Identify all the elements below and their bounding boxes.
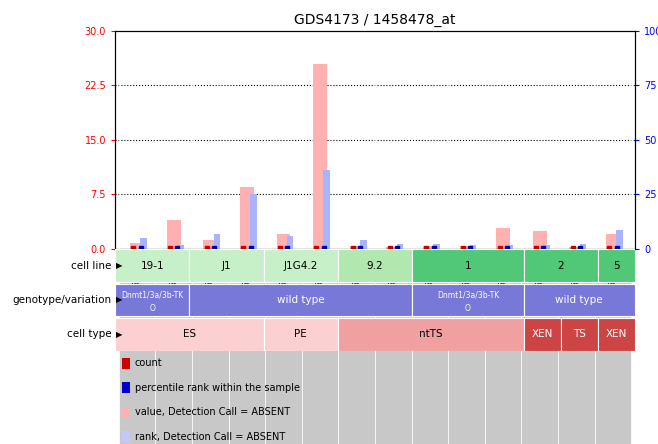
Text: count: count [135, 358, 163, 369]
Bar [460, 246, 474, 249]
Text: XEN: XEN [606, 329, 627, 339]
Bar [569, 247, 584, 249]
Text: PE: PE [294, 329, 307, 339]
Bar [543, 246, 549, 249]
Bar [386, 247, 400, 249]
Bar [190, 250, 264, 282]
Bar [375, 249, 412, 444]
Bar [606, 234, 620, 249]
Bar [140, 238, 147, 249]
Bar [412, 250, 524, 282]
Bar [115, 284, 190, 316]
Bar [338, 249, 375, 444]
Text: 1: 1 [465, 261, 471, 271]
Bar [265, 249, 302, 444]
Text: O: O [149, 304, 155, 313]
Bar [276, 234, 290, 249]
Bar [598, 318, 635, 350]
Text: 5: 5 [613, 261, 620, 271]
Bar [533, 230, 547, 249]
Text: J1G4.2: J1G4.2 [284, 261, 318, 271]
Bar [302, 249, 338, 444]
Text: XEN: XEN [532, 329, 553, 339]
Bar [166, 220, 181, 249]
Bar [412, 284, 524, 316]
Bar [313, 64, 327, 249]
Text: wild type: wild type [277, 295, 324, 305]
Bar [130, 243, 144, 249]
Bar [524, 250, 598, 282]
Text: ▶: ▶ [116, 261, 123, 270]
Bar [507, 246, 513, 249]
Bar [524, 284, 635, 316]
Text: rank, Detection Call = ABSENT: rank, Detection Call = ABSENT [135, 432, 285, 442]
Bar [240, 187, 254, 249]
Bar [190, 284, 412, 316]
Text: cell line: cell line [72, 261, 112, 271]
Title: GDS4173 / 1458478_at: GDS4173 / 1458478_at [294, 13, 456, 27]
Text: 2: 2 [557, 261, 564, 271]
Bar [485, 249, 522, 444]
Bar [595, 249, 631, 444]
Bar [214, 234, 220, 249]
Bar [155, 249, 192, 444]
Bar [617, 230, 623, 249]
Bar [228, 249, 265, 444]
Bar [250, 194, 257, 249]
Text: 19-1: 19-1 [140, 261, 164, 271]
Bar [448, 249, 485, 444]
Text: Dnmt1/3a/3b-TK: Dnmt1/3a/3b-TK [437, 290, 499, 299]
Bar [522, 249, 558, 444]
Text: Dnmt1/3a/3b-TK: Dnmt1/3a/3b-TK [121, 290, 184, 299]
Bar [115, 318, 264, 350]
Bar [119, 249, 155, 444]
Text: genotype/variation: genotype/variation [13, 295, 112, 305]
Text: wild type: wild type [555, 295, 603, 305]
Bar [580, 244, 586, 249]
Bar [350, 246, 364, 249]
Bar [338, 250, 412, 282]
Bar [397, 244, 403, 249]
Bar [264, 318, 338, 350]
Text: O: O [465, 304, 471, 313]
Bar [115, 250, 190, 282]
Text: J1: J1 [222, 261, 232, 271]
Bar [470, 246, 476, 249]
Bar [203, 240, 217, 249]
Bar [338, 318, 524, 350]
Text: percentile rank within the sample: percentile rank within the sample [135, 383, 300, 393]
Bar [192, 249, 228, 444]
Bar [360, 239, 367, 249]
Text: TS: TS [573, 329, 586, 339]
Bar [412, 249, 448, 444]
Text: value, Detection Call = ABSENT: value, Detection Call = ABSENT [135, 407, 290, 417]
Bar [433, 244, 440, 249]
Bar [561, 318, 598, 350]
Bar [423, 246, 437, 249]
Text: 9.2: 9.2 [367, 261, 384, 271]
Bar [287, 236, 293, 249]
Bar [524, 318, 561, 350]
Bar [558, 249, 595, 444]
Bar [496, 228, 510, 249]
Text: ▶: ▶ [116, 329, 123, 339]
Bar [324, 170, 330, 249]
Bar [264, 250, 338, 282]
Text: ▶: ▶ [116, 295, 123, 305]
Bar [598, 250, 635, 282]
Bar [177, 246, 184, 249]
Text: cell type: cell type [67, 329, 112, 339]
Text: ntTS: ntTS [419, 329, 443, 339]
Text: ES: ES [183, 329, 196, 339]
